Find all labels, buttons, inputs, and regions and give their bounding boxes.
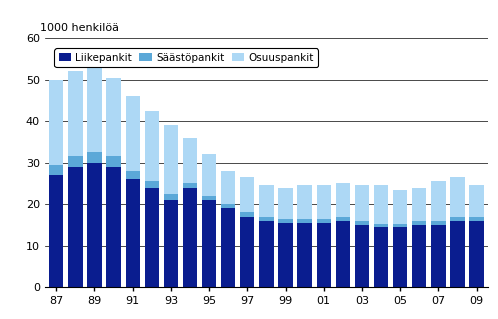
Bar [164, 125, 178, 194]
Bar [393, 227, 407, 287]
Bar [221, 171, 236, 204]
Bar [144, 188, 159, 287]
Bar [412, 225, 426, 287]
Bar [202, 196, 216, 200]
Bar [87, 67, 102, 152]
Bar [393, 224, 407, 227]
Bar [259, 221, 273, 287]
Bar [202, 154, 216, 196]
Bar [278, 188, 293, 219]
Bar [87, 163, 102, 287]
Legend: Liikepankit, Säästöpankit, Osuuspankit: Liikepankit, Säästöpankit, Osuuspankit [54, 48, 318, 67]
Bar [125, 179, 140, 287]
Bar [412, 188, 426, 221]
Bar [470, 217, 484, 221]
Bar [107, 167, 121, 287]
Bar [202, 200, 216, 287]
Bar [278, 219, 293, 223]
Bar [450, 177, 465, 217]
Bar [355, 225, 369, 287]
Bar [49, 175, 63, 287]
Bar [355, 185, 369, 221]
Bar [431, 181, 446, 221]
Bar [240, 217, 254, 287]
Bar [49, 80, 63, 165]
Bar [412, 221, 426, 225]
Bar [317, 185, 331, 219]
Bar [470, 185, 484, 217]
Bar [49, 165, 63, 175]
Bar [450, 221, 465, 287]
Bar [107, 78, 121, 156]
Text: 1000 henkilöä: 1000 henkilöä [40, 23, 120, 33]
Bar [259, 217, 273, 221]
Bar [278, 223, 293, 287]
Bar [144, 181, 159, 188]
Bar [125, 171, 140, 179]
Bar [431, 221, 446, 225]
Bar [68, 71, 83, 156]
Bar [221, 208, 236, 287]
Bar [355, 221, 369, 225]
Bar [336, 221, 350, 287]
Bar [68, 167, 83, 287]
Bar [470, 221, 484, 287]
Bar [259, 185, 273, 217]
Bar [336, 183, 350, 217]
Bar [297, 223, 312, 287]
Bar [183, 138, 197, 183]
Bar [107, 156, 121, 167]
Bar [393, 189, 407, 224]
Bar [125, 96, 140, 171]
Bar [68, 156, 83, 167]
Bar [374, 185, 388, 224]
Bar [240, 177, 254, 212]
Bar [183, 183, 197, 188]
Bar [374, 227, 388, 287]
Bar [297, 185, 312, 219]
Bar [164, 194, 178, 200]
Bar [374, 224, 388, 227]
Bar [144, 111, 159, 181]
Bar [183, 188, 197, 287]
Bar [431, 225, 446, 287]
Bar [336, 217, 350, 221]
Bar [450, 217, 465, 221]
Bar [317, 223, 331, 287]
Bar [240, 212, 254, 217]
Bar [164, 200, 178, 287]
Bar [87, 152, 102, 163]
Bar [221, 204, 236, 208]
Bar [317, 219, 331, 223]
Bar [297, 219, 312, 223]
